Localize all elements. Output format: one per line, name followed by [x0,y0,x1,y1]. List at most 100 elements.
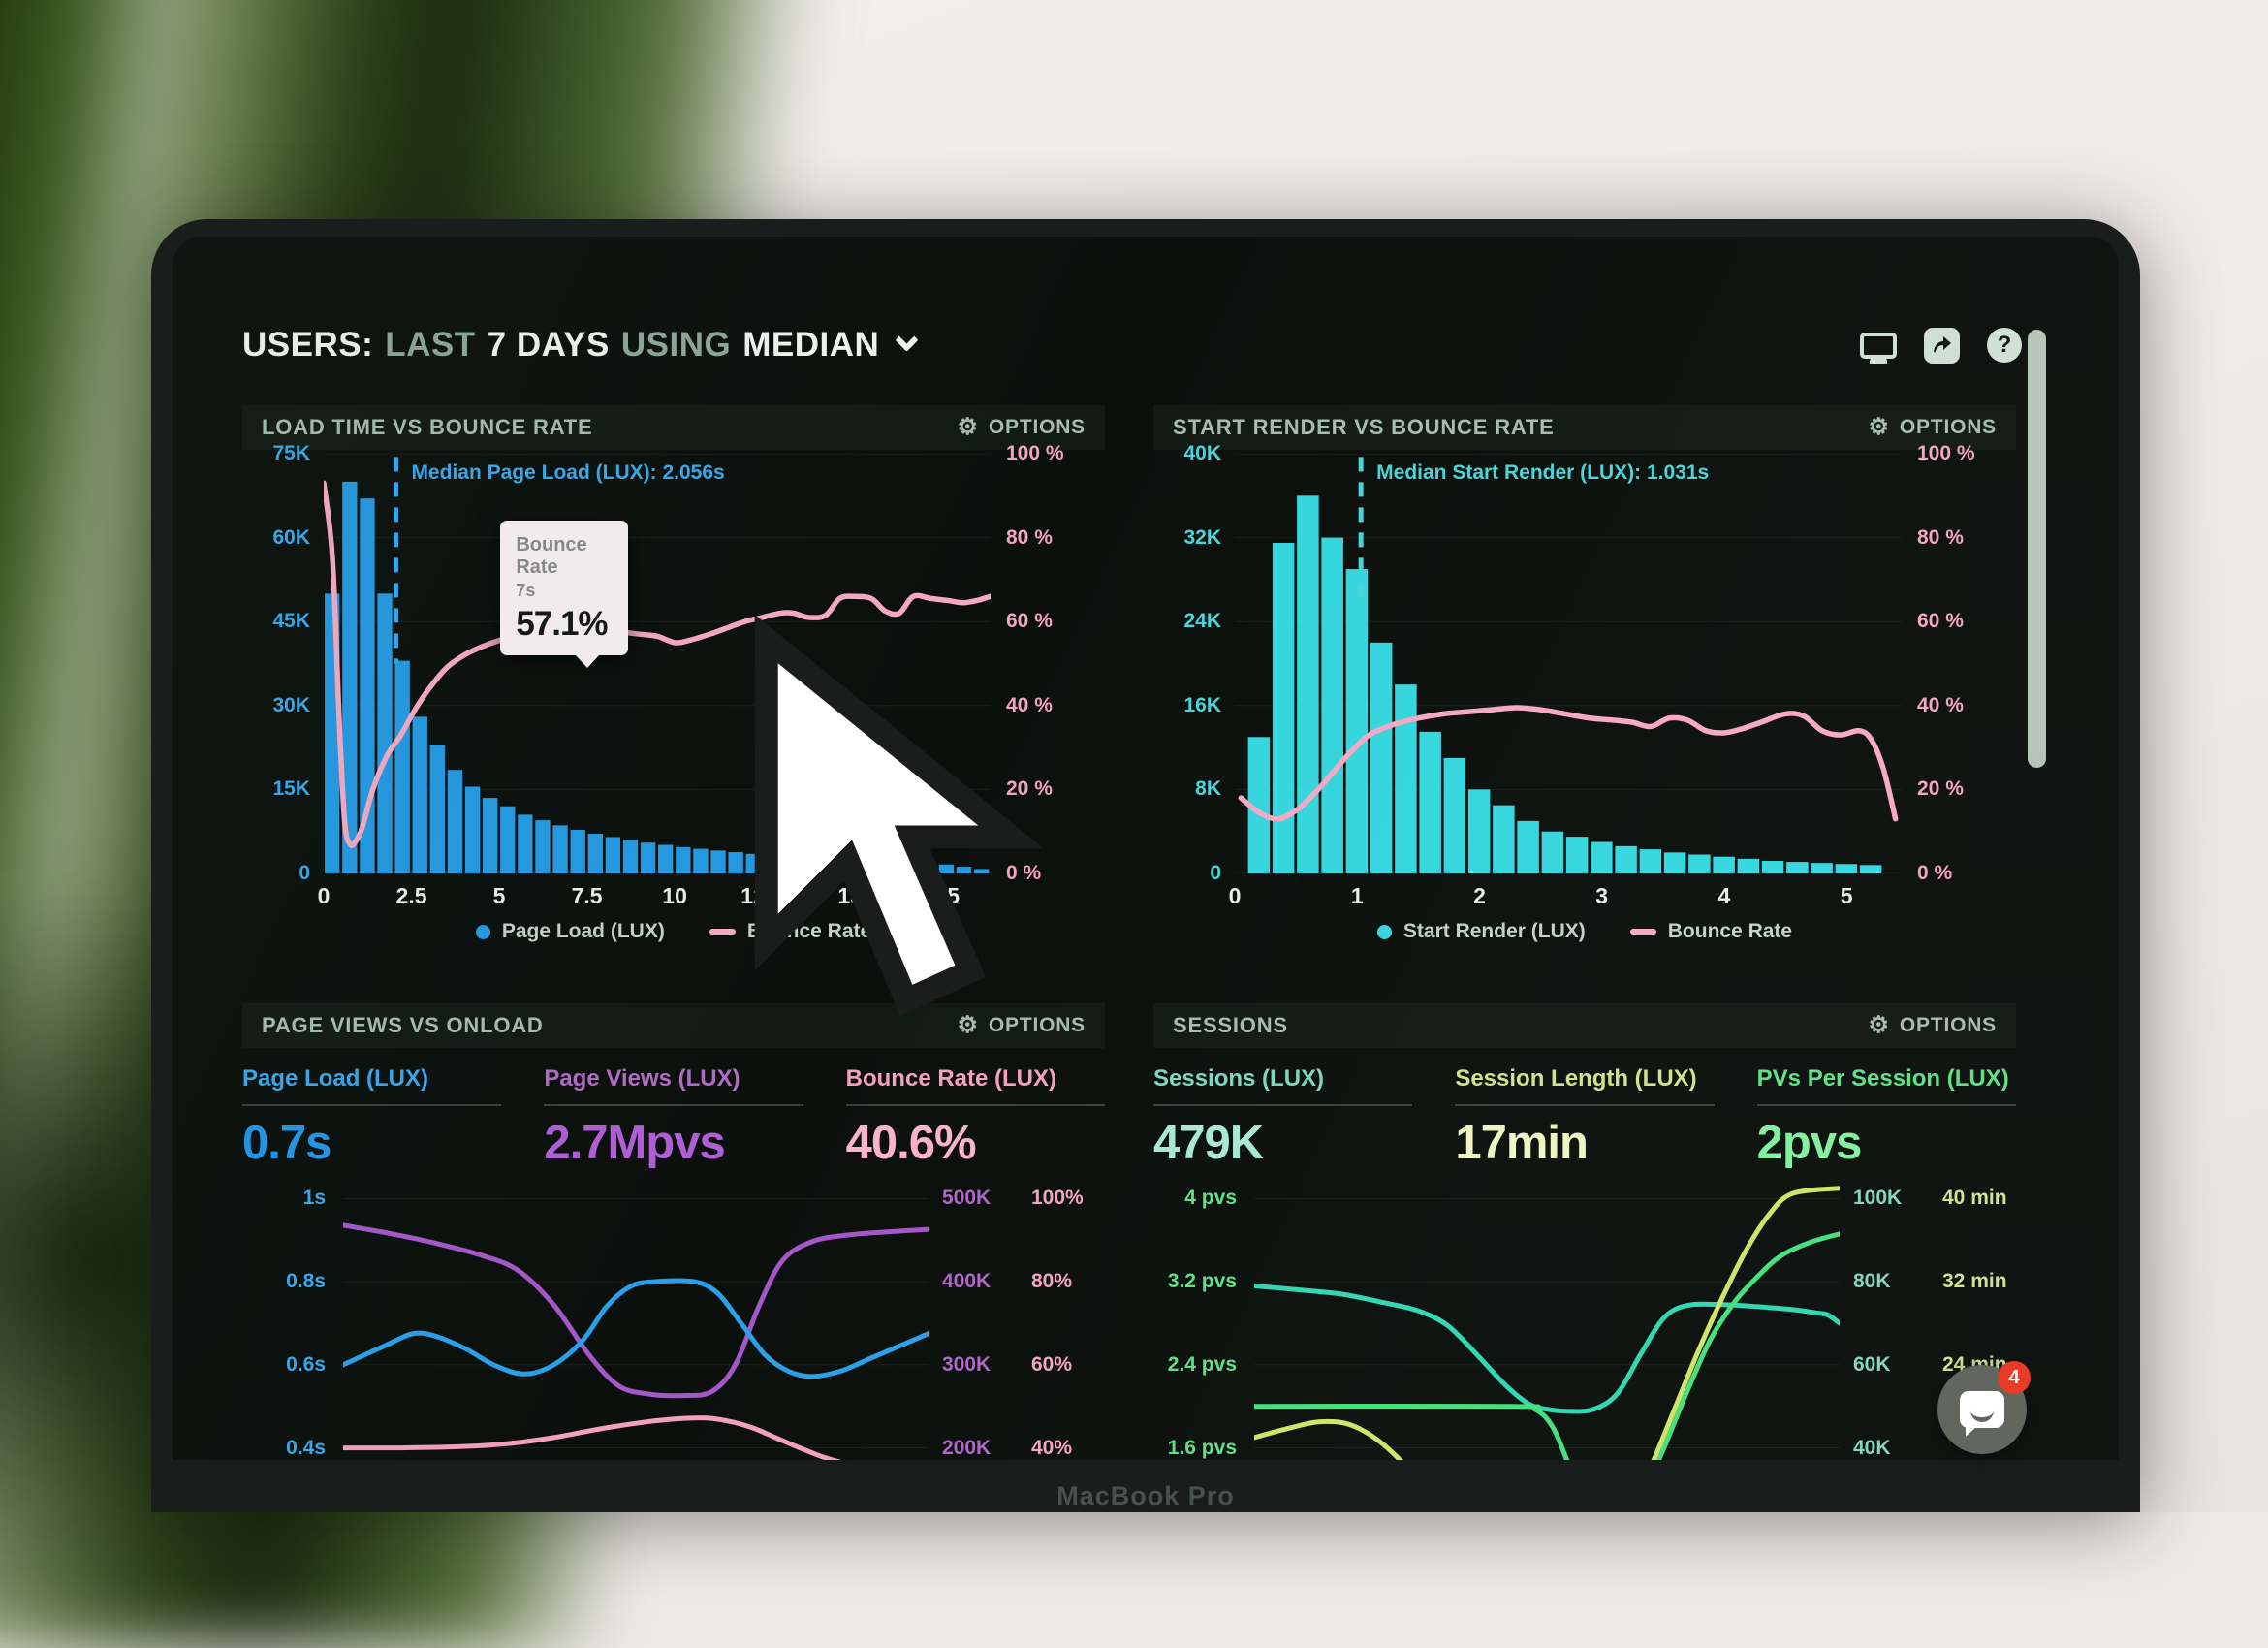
plot-area[interactable] [343,1178,929,1460]
legend-item: Start Render (LUX) [1377,920,1586,943]
gear-icon: ⚙ [958,416,979,439]
metric-value: 479K [1153,1116,1412,1170]
scrollbar-thumb[interactable] [2028,330,2046,768]
title-part: MEDIAN [742,326,879,364]
chart-svg [1254,1178,1840,1460]
axis-tick: 0 [299,862,310,885]
axis-tick: 60K [1853,1353,1891,1377]
x-axis-tick: 5 [493,883,506,909]
legend-swatch [1377,925,1392,939]
gear-icon: ⚙ [1869,416,1890,439]
options-label: OPTIONS [1900,1014,1997,1037]
axis-tick: 100 % [1917,442,1975,465]
legend-item: Bounce Rate [1630,920,1792,943]
metric-bounce-rate: Bounce Rate (LUX) 40.6% [846,1065,1105,1170]
axis-tick: 500K [942,1187,991,1210]
axis-tick: 40% [1031,1437,1072,1460]
x-axis-tick: 0 [1229,883,1242,909]
metrics-row: Sessions (LUX) 479K Session Length (LUX)… [1153,1048,2016,1178]
x-axis-tick: 5 [1841,883,1853,909]
x-axis-tick: 3 [1595,883,1608,909]
chat-launcher[interactable]: 4 [1937,1365,2027,1454]
laptop-brand-label: MacBook Pro [151,1481,2140,1511]
chat-bubble-icon [1960,1391,2004,1428]
legend: Start Render (LUX) Bounce Rate [1153,910,2016,953]
panel-header: START RENDER VS BOUNCE RATE ⚙ OPTIONS [1153,405,2016,450]
header-icons: ? [1860,328,2022,364]
axis-tick: 1s [303,1187,326,1210]
axis-tick: 60 % [1917,610,1964,633]
median-annotation: Median Page Load (LUX): 2.056s [411,461,724,485]
plot-area[interactable] [1254,1178,1840,1460]
options-button[interactable]: ⚙ OPTIONS [958,416,1086,439]
axis-tick: 2.4 pvs [1168,1353,1237,1377]
panel-start-render-vs-bounce-rate: START RENDER VS BOUNCE RATE ⚙ OPTIONS 40… [1153,405,2016,953]
panel-title: START RENDER VS BOUNCE RATE [1173,415,1555,440]
legend-swatch [1630,929,1656,935]
axis-tick: 32 min [1942,1270,2007,1293]
chart-svg [1235,454,1902,873]
metric-page-views: Page Views (LUX) 2.7Mpvs [544,1065,803,1170]
metric-divider [544,1104,803,1106]
legend-swatch [476,925,490,939]
axis-tick: 0.6s [286,1353,326,1377]
axis-tick: 3.2 pvs [1168,1270,1237,1293]
metric-divider [846,1104,1105,1106]
title-part: 7 DAYS [488,326,610,364]
axis-tick: 100K [1853,1187,1902,1210]
axis-tick: 40K [1853,1437,1891,1460]
metric-page-load: Page Load (LUX) 0.7s [242,1065,501,1170]
plot-area[interactable]: Median Page Load (LUX): 2.056s Bounce Ra… [324,454,991,873]
monitor-icon[interactable] [1860,333,1897,359]
axis-tick: 15K [272,777,310,801]
share-icon[interactable] [1924,328,1960,364]
metric-label: PVs Per Session (LUX) [1757,1065,2016,1093]
chevron-down-icon[interactable] [896,328,919,351]
x-axis-tick: 0 [318,883,331,909]
plot-area[interactable]: Median Start Render (LUX): 1.031s [1235,454,1902,873]
axis-tick: 40K [1183,442,1221,465]
right-axis: 100 %80 %60 %40 %20 %0 % [1902,454,2016,873]
axis-tick: 0 % [1917,862,1952,885]
help-glyph: ? [1998,332,2012,359]
metric-divider [1757,1104,2016,1106]
legend-label: Bounce Rate [1668,920,1792,943]
axis-tick: 0.4s [286,1437,326,1460]
left-axis: 4 pvs 3.2 pvs 2.4 pvs 1.6 pvs [1153,1178,1254,1460]
axis-tick: 40 min [1942,1187,2007,1210]
panel-header: SESSIONS ⚙ OPTIONS [1153,1003,2016,1048]
options-button[interactable]: ⚙ OPTIONS [1869,1014,1997,1037]
metric-label: Session Length (LUX) [1455,1065,1714,1093]
metric-value: 2.7Mpvs [544,1116,803,1170]
axis-tick: 0.8s [286,1270,326,1293]
metric-session-length: Session Length (LUX) 17min [1455,1065,1714,1170]
axis-tick: 30K [272,694,310,717]
axis-tick: 80 % [1917,526,1964,550]
axis-tick: 1.6 pvs [1168,1437,1237,1460]
axis-tick: 60% [1031,1353,1072,1377]
metrics-row: Page Load (LUX) 0.7s Page Views (LUX) 2.… [242,1048,1105,1178]
axis-tick: 32K [1183,526,1221,550]
help-icon[interactable]: ? [1987,328,2022,363]
options-label: OPTIONS [989,416,1086,439]
metric-label: Page Load (LUX) [242,1065,501,1093]
metric-value: 17min [1455,1116,1714,1170]
axis-tick: 80 % [1006,526,1053,550]
axis-tick: 80% [1031,1270,1072,1293]
metric-value: 40.6% [846,1116,1105,1170]
options-button[interactable]: ⚙ OPTIONS [1869,416,1997,439]
axis-tick: 4 pvs [1184,1187,1237,1210]
panel-header: LOAD TIME VS BOUNCE RATE ⚙ OPTIONS [242,405,1105,450]
median-annotation: Median Start Render (LUX): 1.031s [1376,461,1709,485]
metric-divider [1153,1104,1412,1106]
metric-label: Bounce Rate (LUX) [846,1065,1105,1093]
